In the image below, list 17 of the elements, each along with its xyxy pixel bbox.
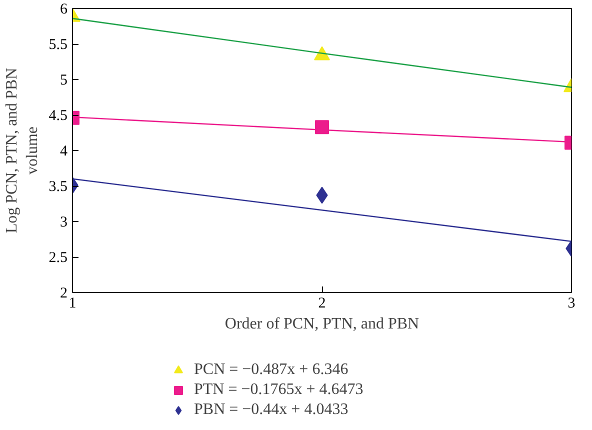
y-tick-label: 5	[60, 72, 68, 88]
y-tick-label: 6	[60, 2, 68, 18]
legend-label: PTN = −0.1765x + 4.6473	[194, 380, 364, 400]
y-tick-label: 4.5	[48, 108, 68, 124]
y-tick-label: 4	[60, 144, 68, 160]
y-tick-label: 3.5	[48, 179, 68, 195]
y-tick-label: 2	[60, 286, 68, 302]
x-tick-label: 1	[68, 296, 76, 312]
y-axis-title: Log PCN, PTN, and PBN volume	[3, 67, 41, 234]
y-tick-label: 5.5	[48, 37, 68, 53]
legend-label: PBN = −0.44x + 4.0433	[194, 400, 348, 420]
legend-label: PCN = −0.487x + 6.346	[194, 360, 348, 380]
x-tick-label: 2	[318, 296, 326, 312]
x-axis-title: Order of PCN, PTN, and PBN	[224, 316, 420, 332]
y-tick-label: 2.5	[48, 250, 68, 266]
y-tick-label: 3	[60, 214, 68, 230]
x-tick-label: 3	[568, 296, 576, 312]
